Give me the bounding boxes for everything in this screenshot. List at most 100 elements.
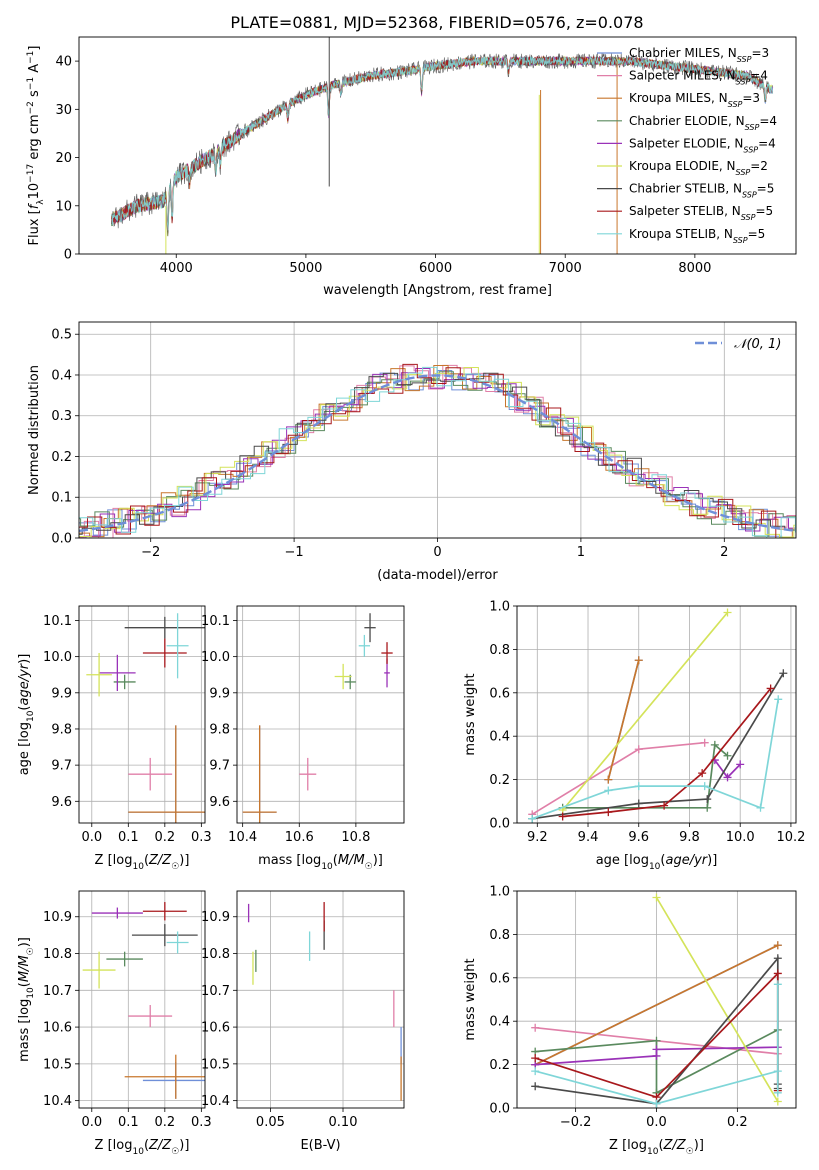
- y-tick-label: 10.1: [43, 614, 72, 629]
- y-tick-label: 10.0: [43, 650, 72, 665]
- legend-label: Salpeter STELIB, NSSP=5: [629, 204, 773, 222]
- series-kroupa-miles: [604, 656, 643, 784]
- y-axis-label: mass weight: [463, 958, 478, 1040]
- x-tick-label: 0.3: [191, 830, 212, 845]
- axes-frame: [78, 890, 206, 1109]
- series-marker: [736, 760, 745, 769]
- chart-spectrum: 4000 5000 6000 7000 8000 0 10 20 30 40 wavelength …: [26, 36, 797, 298]
- point-chabrier-elodie: [106, 951, 143, 967]
- point-chabrier-stelib: [124, 616, 205, 639]
- point-kroupa-stelib: [358, 634, 371, 657]
- series-kroupa-elodie: [558, 608, 732, 814]
- y-tick-label: 0.6: [489, 686, 510, 701]
- series-marker: [652, 1045, 661, 1054]
- series-marker: [531, 1082, 540, 1091]
- point-salpeter-miles: [128, 757, 173, 791]
- x-tick-label: −2: [141, 545, 160, 560]
- series-marker: [710, 740, 719, 749]
- series-marker: [652, 1036, 661, 1045]
- series-kroupa-stelib: [531, 980, 782, 1108]
- y-tick-label: 10.7: [43, 984, 72, 999]
- x-tick-label: 0.10: [329, 1115, 358, 1130]
- chart-residuals: −2 −1 0 1 2 0.0 0.1 0.2 0.3 0.4 0.5 (data-model)/er…: [27, 321, 797, 583]
- series-marker: [773, 969, 782, 978]
- x-tick-label: 0: [433, 545, 441, 560]
- y-tick-label: 9.6: [51, 795, 72, 810]
- x-tick-label: 0.0: [81, 830, 102, 845]
- y-tick-label: 9.7: [51, 759, 72, 774]
- x-tick-label: 0.1: [118, 830, 139, 845]
- y-tick-label: 9.9: [209, 686, 230, 701]
- series-marker: [652, 893, 661, 902]
- y-tick-label: 10.5: [43, 1057, 72, 1072]
- series-marker: [531, 1023, 540, 1032]
- hist-chabrier-stelib: [79, 372, 796, 535]
- x-tick-label: 10.2: [776, 830, 805, 845]
- y-tick-label: 0.4: [489, 1015, 510, 1030]
- axes-frame: [516, 890, 797, 1109]
- series-marker: [528, 814, 537, 823]
- series-kroupa-elodie: [652, 893, 782, 1106]
- axes-frame: [236, 605, 405, 824]
- point-kroupa-miles: [124, 1054, 205, 1099]
- x-tick-label: 9.8: [679, 830, 700, 845]
- y-tick-label: 0.3: [51, 409, 72, 424]
- point-salpeter-miles: [299, 757, 317, 791]
- axes-frame: [516, 605, 797, 824]
- x-tick-label: 7000: [549, 261, 582, 276]
- y-axis-label: age [log10(age/yr)]: [17, 654, 36, 776]
- x-axis-label: (data-model)/error: [377, 568, 498, 583]
- y-tick-label: 0.5: [51, 328, 72, 343]
- series-marker: [700, 782, 709, 791]
- y-axis-label: Flux [fλ10−17 erg cm−2 s−1 A−1]: [26, 46, 46, 246]
- hist-chabrier-elodie: [79, 371, 796, 537]
- y-tick-label: 9.6: [209, 795, 230, 810]
- series-salpeter-stelib: [558, 684, 775, 821]
- x-tick-label: 2: [720, 545, 728, 560]
- x-tick-label: 0.1: [118, 1115, 139, 1130]
- x-tick-label: 0.3: [191, 1115, 212, 1130]
- y-tick-label: 10.8: [43, 947, 72, 962]
- series-marker: [604, 786, 613, 795]
- x-tick-label: 10.0: [726, 830, 755, 845]
- x-tick-label: 0.05: [256, 1115, 285, 1130]
- axes-frame: [78, 321, 797, 539]
- x-tick-label: 10.8: [341, 830, 370, 845]
- x-axis-label: Z [log10(Z/Z☉)]: [95, 1138, 190, 1157]
- series-marker: [634, 799, 643, 808]
- series-marker: [604, 775, 613, 784]
- point-kroupa-miles: [128, 725, 205, 823]
- point-kroupa-elodie: [86, 653, 112, 697]
- y-tick-label: 10.7: [201, 984, 230, 999]
- y-tick-label: 1.0: [489, 885, 510, 900]
- plot-area: [82, 902, 205, 1099]
- x-tick-label: −0.2: [560, 1115, 592, 1130]
- x-tick-label: 8000: [678, 261, 711, 276]
- x-axis-label: Z [log10(Z/Z☉)]: [95, 853, 190, 872]
- x-tick-label: 4000: [160, 261, 193, 276]
- series-marker: [604, 808, 613, 817]
- x-axis-label: mass [log10(M/M☉)]: [258, 853, 383, 872]
- y-tick-label: 10.1: [201, 614, 230, 629]
- plot-area: [528, 608, 788, 823]
- y-tick-label: 10.9: [43, 910, 72, 925]
- legend-label: Chabrier MILES, NSSP=3: [629, 46, 769, 64]
- chart-Z_vs_mass: 0.0 0.1 0.2 0.3 10.4 10.5 10.6 10.7 10.8 10.9 Z [l…: [17, 890, 212, 1157]
- series-marker: [698, 769, 707, 778]
- y-tick-label: 0.4: [489, 730, 510, 745]
- y-tick-label: 30: [55, 103, 72, 118]
- legend-label: Salpeter MILES, NSSP=4: [629, 69, 768, 87]
- series-marker: [779, 669, 788, 678]
- x-tick-label: 6000: [419, 261, 452, 276]
- series-marker: [756, 803, 765, 812]
- axes-frame: [78, 36, 797, 255]
- series-marker: [723, 773, 732, 782]
- x-tick-label: 9.4: [578, 830, 599, 845]
- hist-salpeter-stelib: [79, 363, 796, 538]
- legend-label: Kroupa STELIB, NSSP=5: [629, 227, 765, 245]
- legend-label: 𝒩(0, 1): [734, 337, 781, 352]
- y-tick-label: 10.4: [201, 1094, 230, 1109]
- y-tick-label: 10.0: [201, 650, 230, 665]
- y-tick-label: 0.0: [51, 532, 72, 547]
